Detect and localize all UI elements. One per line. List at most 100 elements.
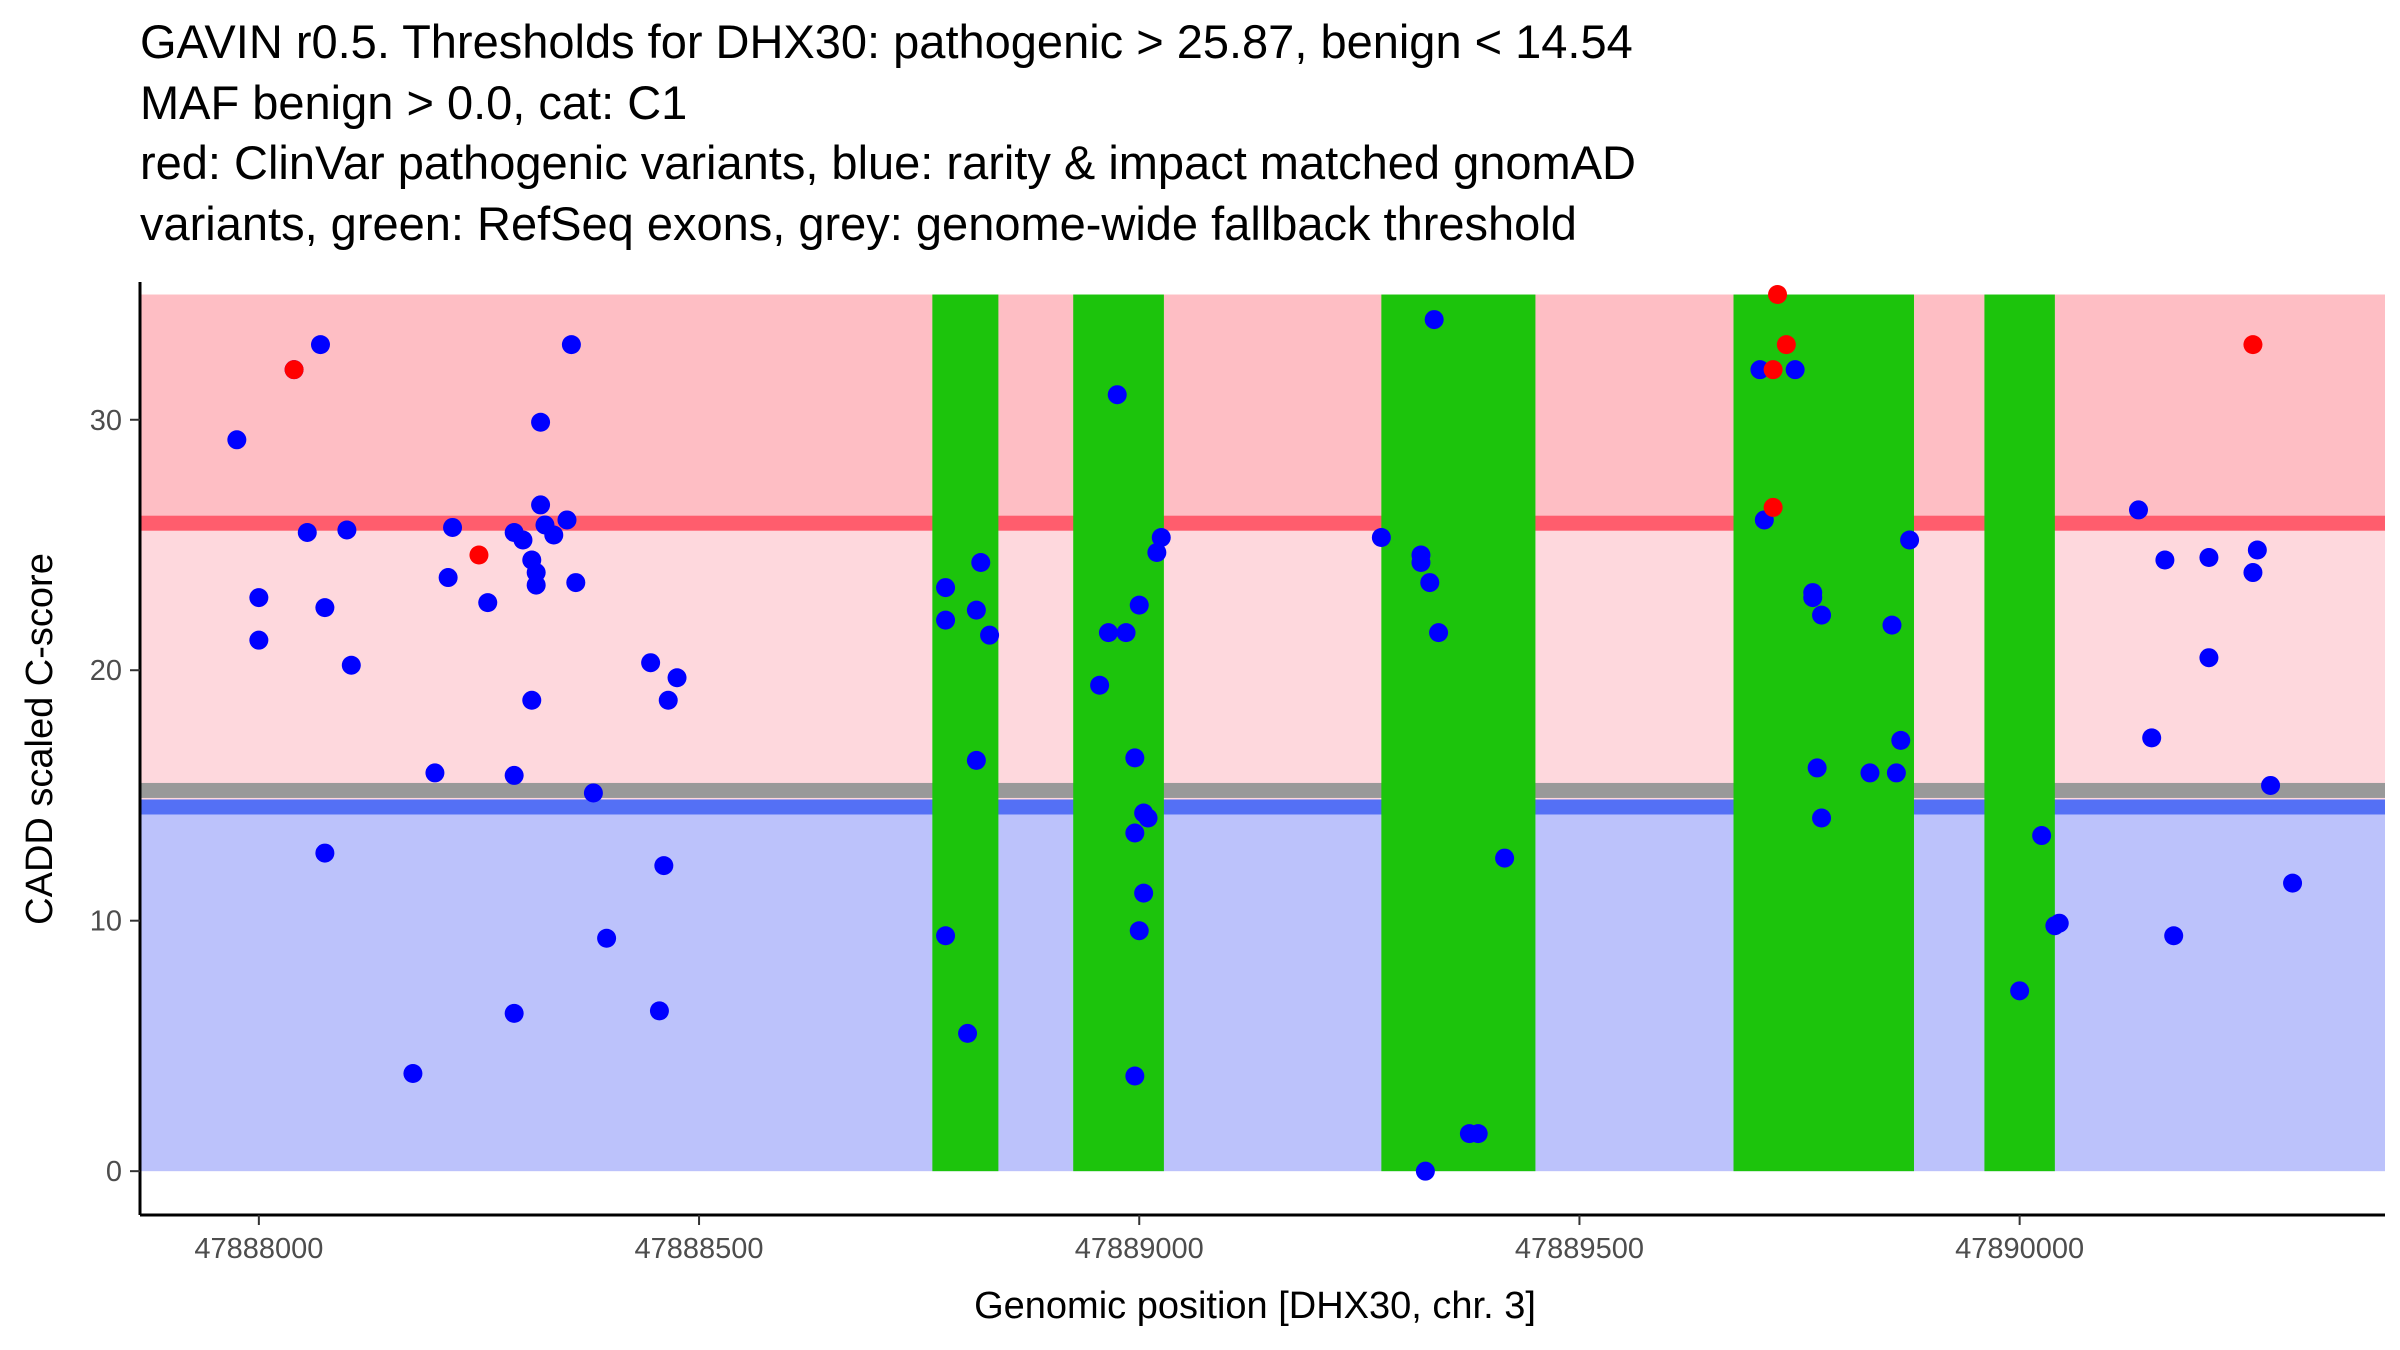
gnomad-point [566, 573, 586, 593]
gnomad-point [658, 690, 678, 710]
exon-layer [932, 294, 2055, 1172]
title-line-2: MAF benign > 0.0, cat: C1 [140, 76, 687, 129]
gnomad-point [2243, 563, 2263, 583]
gnomad-point [1807, 758, 1827, 778]
title-line-1: GAVIN r0.5. Thresholds for DHX30: pathog… [140, 15, 1633, 68]
gnomad-point [2155, 550, 2175, 570]
gnomad-point [649, 1001, 669, 1021]
gnomad-point [2010, 981, 2030, 1001]
gnomad-point [1134, 883, 1154, 903]
x-tick-label: 47888000 [194, 1233, 323, 1265]
gnomad-point [1090, 675, 1110, 695]
gnomad-point [227, 430, 247, 450]
y-tick-label: 10 [90, 906, 122, 938]
gnomad-point [341, 655, 361, 675]
x-axis-title: Genomic position [DHX30, chr. 3] [974, 1285, 1536, 1327]
gnomad-point [1468, 1124, 1488, 1144]
exon-band [1381, 294, 1536, 1172]
gnomad-point [1098, 623, 1118, 643]
gnomad-point [1129, 595, 1149, 615]
gnomad-point [966, 750, 986, 770]
gnomad-point [1429, 623, 1449, 643]
gnomad-point [2283, 873, 2303, 893]
gnomad-point [2199, 648, 2219, 668]
x-tick-label: 47890000 [1955, 1233, 2084, 1265]
gnomad-point [315, 843, 335, 863]
gnomad-point [438, 568, 458, 588]
gnomad-point [936, 610, 956, 630]
gnomad-point [1886, 763, 1906, 783]
gnomad-point [958, 1023, 978, 1043]
clinvar-point [1768, 285, 1788, 305]
gnomad-point [425, 763, 445, 783]
gnomad-point [2142, 728, 2162, 748]
gnomad-point [2032, 826, 2052, 846]
gnomad-point [2164, 926, 2184, 946]
gnomad-point [654, 856, 674, 876]
gnomad-point [1891, 730, 1911, 750]
gnomad-point [1812, 605, 1832, 625]
gnomad-point [443, 517, 463, 537]
gnomad-point [1107, 385, 1127, 405]
gnomad-point [504, 765, 524, 785]
gnomad-point [1900, 530, 1920, 550]
gnomad-point [1151, 527, 1171, 547]
gnomad-point [1138, 808, 1158, 828]
gnomad-point [557, 510, 577, 530]
gnomad-point [936, 578, 956, 598]
gnomad-point [2247, 540, 2267, 560]
gnomad-point [1882, 615, 1902, 635]
gnomad-point [297, 522, 317, 542]
gnomad-point [310, 335, 330, 355]
gnomad-point [1812, 808, 1832, 828]
y-tick-label: 20 [90, 655, 122, 687]
gnomad-point [1860, 763, 1880, 783]
clinvar-point [1763, 497, 1783, 517]
gnomad-point [1371, 527, 1391, 547]
gnomad-point [667, 668, 687, 688]
chart-title: GAVIN r0.5. Thresholds for DHX30: pathog… [140, 15, 1636, 250]
title-line-4: variants, green: RefSeq exons, grey: gen… [140, 197, 1577, 250]
gnomad-point [2199, 548, 2219, 568]
gnomad-point [1424, 310, 1444, 330]
exon-band [1073, 294, 1164, 1172]
gnomad-point [1147, 543, 1167, 563]
gnomad-point [2049, 913, 2069, 933]
gnomad-point [936, 926, 956, 946]
y-tick-label: 0 [106, 1156, 122, 1188]
gnomad-point [1125, 1066, 1145, 1086]
gnomad-point [337, 520, 357, 540]
point-layer [227, 285, 2303, 1181]
gnomad-point [1803, 588, 1823, 608]
gnomad-point [249, 630, 269, 650]
axes: 47888000 47888500 47889000 47889500 47890000… [90, 282, 2385, 1265]
gnomad-point [1125, 823, 1145, 843]
gnomad-point [1129, 921, 1149, 941]
clinvar-point [469, 545, 489, 565]
clinvar-point [284, 360, 304, 380]
gnomad-point [1495, 848, 1515, 868]
gnomad-point [1750, 360, 1770, 380]
gnomad-point [966, 600, 986, 620]
gnomad-point [504, 1003, 524, 1023]
gnomad-point [1785, 360, 1805, 380]
x-tick-label: 47889000 [1075, 1233, 1204, 1265]
gnomad-point [522, 690, 542, 710]
gnomad-point [403, 1063, 423, 1083]
gnomad-point [531, 412, 551, 432]
gnomad-point [561, 335, 581, 355]
gnomad-point [1420, 573, 1440, 593]
clinvar-point [1763, 360, 1783, 380]
exon-band [1733, 294, 1914, 1172]
gnomad-point [971, 553, 991, 573]
exon-band [1984, 294, 2055, 1172]
gnomad-point [531, 495, 551, 515]
x-tick-label: 47889500 [1515, 1233, 1644, 1265]
gnomad-point [544, 525, 564, 545]
gnomad-point [980, 625, 1000, 645]
gnomad-point [1125, 748, 1145, 768]
gnomad-point [478, 593, 498, 613]
gnomad-point [315, 598, 335, 618]
clinvar-point [1776, 335, 1796, 355]
